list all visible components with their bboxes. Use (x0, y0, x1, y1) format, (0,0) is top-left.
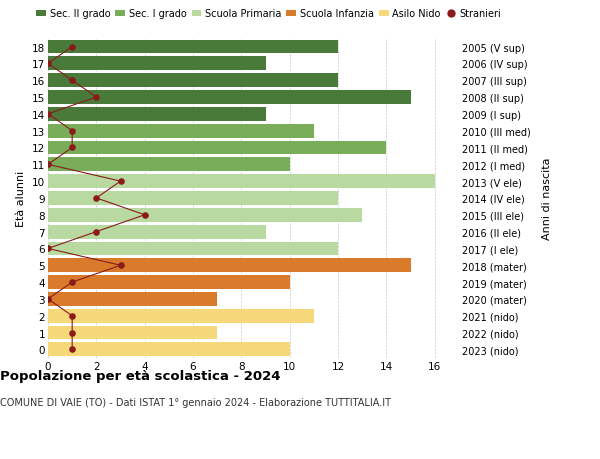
Point (67, 279, 77, 286)
Point (67, 77, 77, 84)
Text: Popolazione per età scolastica - 2024: Popolazione per età scolastica - 2024 (0, 369, 281, 382)
Point (67, 329, 77, 336)
Point (67, 128, 77, 135)
Point (116, 178, 125, 185)
Bar (48, 158, 290, 172)
Bar (48, 309, 314, 323)
Bar (48, 57, 266, 71)
Bar (48, 242, 338, 256)
Bar (48, 292, 217, 306)
Bar (48, 225, 266, 239)
Point (67, 313, 77, 320)
Point (140, 212, 149, 219)
Bar (48, 175, 435, 189)
Point (92, 229, 101, 236)
Point (67, 145, 77, 152)
Bar (48, 91, 410, 105)
Point (92, 94, 101, 101)
Bar (48, 208, 362, 222)
Bar (48, 192, 338, 205)
Bar (48, 326, 217, 340)
Legend: Sec. II grado, Sec. I grado, Scuola Primaria, Scuola Infanzia, Asilo Nido, Stran: Sec. II grado, Sec. I grado, Scuola Prim… (32, 6, 505, 23)
Point (43, 296, 53, 303)
Point (67, 44, 77, 51)
Bar (48, 141, 386, 155)
Point (43, 111, 53, 118)
Bar (48, 40, 338, 54)
Point (43, 245, 53, 252)
Bar (48, 108, 266, 122)
Text: COMUNE DI VAIE (TO) - Dati ISTAT 1° gennaio 2024 - Elaborazione TUTTITALIA.IT: COMUNE DI VAIE (TO) - Dati ISTAT 1° genn… (0, 397, 391, 407)
Point (43, 161, 53, 168)
Point (43, 61, 53, 68)
Y-axis label: Età alunni: Età alunni (16, 170, 26, 227)
Bar (48, 343, 290, 357)
Point (116, 262, 125, 269)
Bar (48, 74, 338, 88)
Bar (48, 124, 314, 138)
Bar (48, 259, 410, 273)
Point (92, 195, 101, 202)
Point (67, 346, 77, 353)
Y-axis label: Anni di nascita: Anni di nascita (542, 157, 551, 240)
Bar (48, 275, 290, 289)
